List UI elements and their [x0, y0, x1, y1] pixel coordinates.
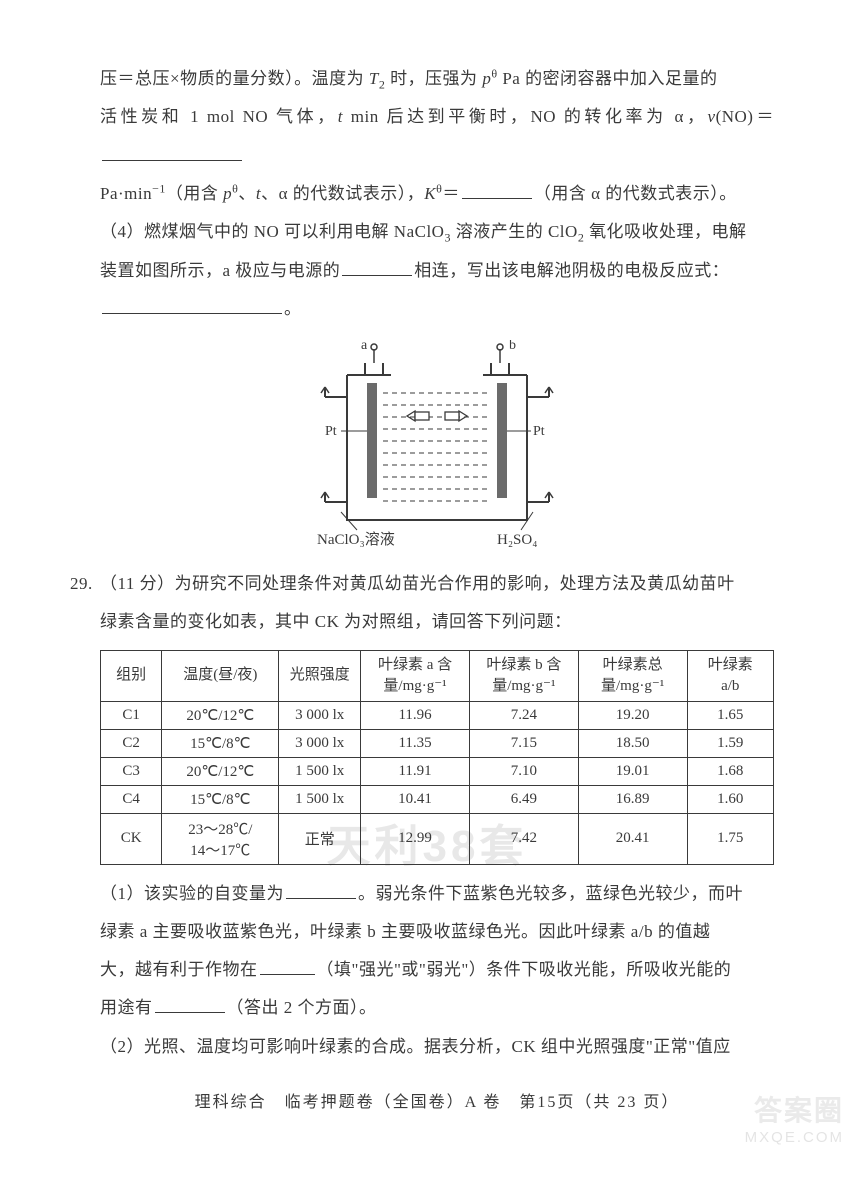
table-cell: 3 000 lx: [279, 701, 361, 729]
page-footer: 理科综合 临考押题卷（全国卷）A 卷 第15页（共 23 页）: [100, 1088, 774, 1112]
top-paragraph: 压＝总压×物质的量分数）。温度为 T2 时，压强为 pθ Pa 的密闭容器中加入…: [100, 60, 774, 328]
table-cell: 7.15: [469, 729, 578, 757]
table-cell: C1: [101, 701, 162, 729]
table-cell: 7.24: [469, 701, 578, 729]
table-cell: 1.75: [687, 813, 774, 864]
table-row: CK23～28℃/14～17℃正常12.997.4220.411.75: [101, 813, 774, 864]
table-header: 叶绿素 a/b: [687, 650, 774, 701]
table-cell: C2: [101, 729, 162, 757]
table-cell: CK: [101, 813, 162, 864]
table-row: C320℃/12℃1 500 lx11.917.1019.011.68: [101, 757, 774, 785]
table-cell: 12.99: [361, 813, 470, 864]
svg-text:a: a: [361, 340, 368, 353]
table-cell: 1.68: [687, 757, 774, 785]
line-3: Pa·min−1（用含 pθ、t、α 的代数试表示），Kθ＝（用含 α 的代数式…: [100, 184, 737, 203]
table-cell: 20℃/12℃: [162, 757, 279, 785]
table-row: C215℃/8℃3 000 lx11.357.1518.501.59: [101, 729, 774, 757]
q29-4a: 用途有: [100, 998, 153, 1017]
table-cell: 19.01: [578, 757, 687, 785]
table-header: 叶绿素 a 含量/mg·g⁻¹: [361, 650, 470, 701]
table-cell: 1 500 lx: [279, 785, 361, 813]
line-6: 。: [100, 299, 302, 318]
q29-3b: （填"强光"或"弱光"）条件下吸收光能，所吸收光能的: [317, 960, 732, 979]
table-cell: 6.49: [469, 785, 578, 813]
table-cell: 1.59: [687, 729, 774, 757]
diagram-svg: a b Pt Pt NaClO₃溶液 H₂SO₄: [287, 340, 587, 555]
q29-stem: 29.（11 分）为研究不同处理条件对黄瓜幼苗光合作用的影响，处理方法及黄瓜幼苗…: [100, 565, 774, 642]
line-4: （4）燃煤烟气中的 NO 可以利用电解 NaClO3 溶液产生的 ClO2 氧化…: [100, 222, 747, 241]
table-cell: 20℃/12℃: [162, 701, 279, 729]
table-cell: 11.91: [361, 757, 470, 785]
q29-lead: （11 分）为研究不同处理条件对黄瓜幼苗光合作用的影响，处理方法及黄瓜幼苗叶: [100, 574, 735, 593]
table-cell: 18.50: [578, 729, 687, 757]
table-cell: 15℃/8℃: [162, 729, 279, 757]
q29-2: 绿素 a 主要吸收蓝紫色光，叶绿素 b 主要吸收蓝绿色光。因此叶绿素 a/b 的…: [100, 922, 710, 941]
line-1: 压＝总压×物质的量分数）。温度为 T2 时，压强为 pθ Pa 的密闭容器中加入…: [100, 69, 718, 88]
line-5: 装置如图所示，a 极应与电源的相连，写出该电解池阴极的电极反应式：: [100, 261, 729, 280]
table-cell: 11.96: [361, 701, 470, 729]
blank: [286, 881, 356, 899]
svg-text:Pt: Pt: [533, 424, 545, 439]
table-row: C415℃/8℃1 500 lx10.416.4916.891.60: [101, 785, 774, 813]
svg-text:b: b: [509, 340, 516, 353]
table-cell: C4: [101, 785, 162, 813]
table-row: C120℃/12℃3 000 lx11.967.2419.201.65: [101, 701, 774, 729]
svg-text:Pt: Pt: [325, 424, 337, 439]
table-header: 叶绿素 b 含量/mg·g⁻¹: [469, 650, 578, 701]
table-cell: 1.65: [687, 701, 774, 729]
q29-4b: （答出 2 个方面）。: [227, 998, 377, 1017]
q29-1b: 。弱光条件下蓝紫色光较多，蓝绿色光较少，而叶: [358, 884, 743, 903]
watermark-bottom: MXQE.COM: [745, 1129, 844, 1146]
table-header: 叶绿素总量/mg·g⁻¹: [578, 650, 687, 701]
q29-sub: （1）该实验的自变量为 。弱光条件下蓝紫色光较多，蓝绿色光较少，而叶 绿素 a 主…: [100, 875, 774, 1066]
table-cell: 7.42: [469, 813, 578, 864]
table-cell: 10.41: [361, 785, 470, 813]
table-cell: 15℃/8℃: [162, 785, 279, 813]
electrolysis-diagram: a b Pt Pt NaClO₃溶液 H₂SO₄: [100, 340, 774, 555]
table-cell: 20.41: [578, 813, 687, 864]
q29-number: 29.: [70, 565, 100, 603]
table-cell: 1 500 lx: [279, 757, 361, 785]
svg-text:NaClO₃溶液: NaClO₃溶液: [317, 531, 395, 548]
q29-1a: （1）该实验的自变量为: [100, 884, 284, 903]
table-cell: 7.10: [469, 757, 578, 785]
line-2: 活性炭和 1 mol NO 气体，t min 后达到平衡时，NO 的转化率为 α…: [100, 107, 774, 164]
table-cell: 正常: [279, 813, 361, 864]
blank: [260, 957, 315, 975]
table-cell: 11.35: [361, 729, 470, 757]
table-cell: 23～28℃/14～17℃: [162, 813, 279, 864]
table-header: 组别: [101, 650, 162, 701]
table-cell: 16.89: [578, 785, 687, 813]
table-cell: C3: [101, 757, 162, 785]
table-header: 光照强度: [279, 650, 361, 701]
table-header: 温度(昼/夜): [162, 650, 279, 701]
svg-text:H₂SO₄: H₂SO₄: [497, 532, 537, 548]
blank: [155, 995, 225, 1013]
chlorophyll-table: 组别温度(昼/夜)光照强度叶绿素 a 含量/mg·g⁻¹叶绿素 b 含量/mg·…: [100, 650, 774, 865]
q29-5: （2）光照、温度均可影响叶绿素的合成。据表分析，CK 组中光照强度"正常"值应: [100, 1037, 731, 1056]
q29-3a: 大，越有利于作物在: [100, 960, 258, 979]
table-cell: 1.60: [687, 785, 774, 813]
table-cell: 19.20: [578, 701, 687, 729]
q29-lead2: 绿素含量的变化如表，其中 CK 为对照组，请回答下列问题：: [100, 612, 572, 631]
table-cell: 3 000 lx: [279, 729, 361, 757]
